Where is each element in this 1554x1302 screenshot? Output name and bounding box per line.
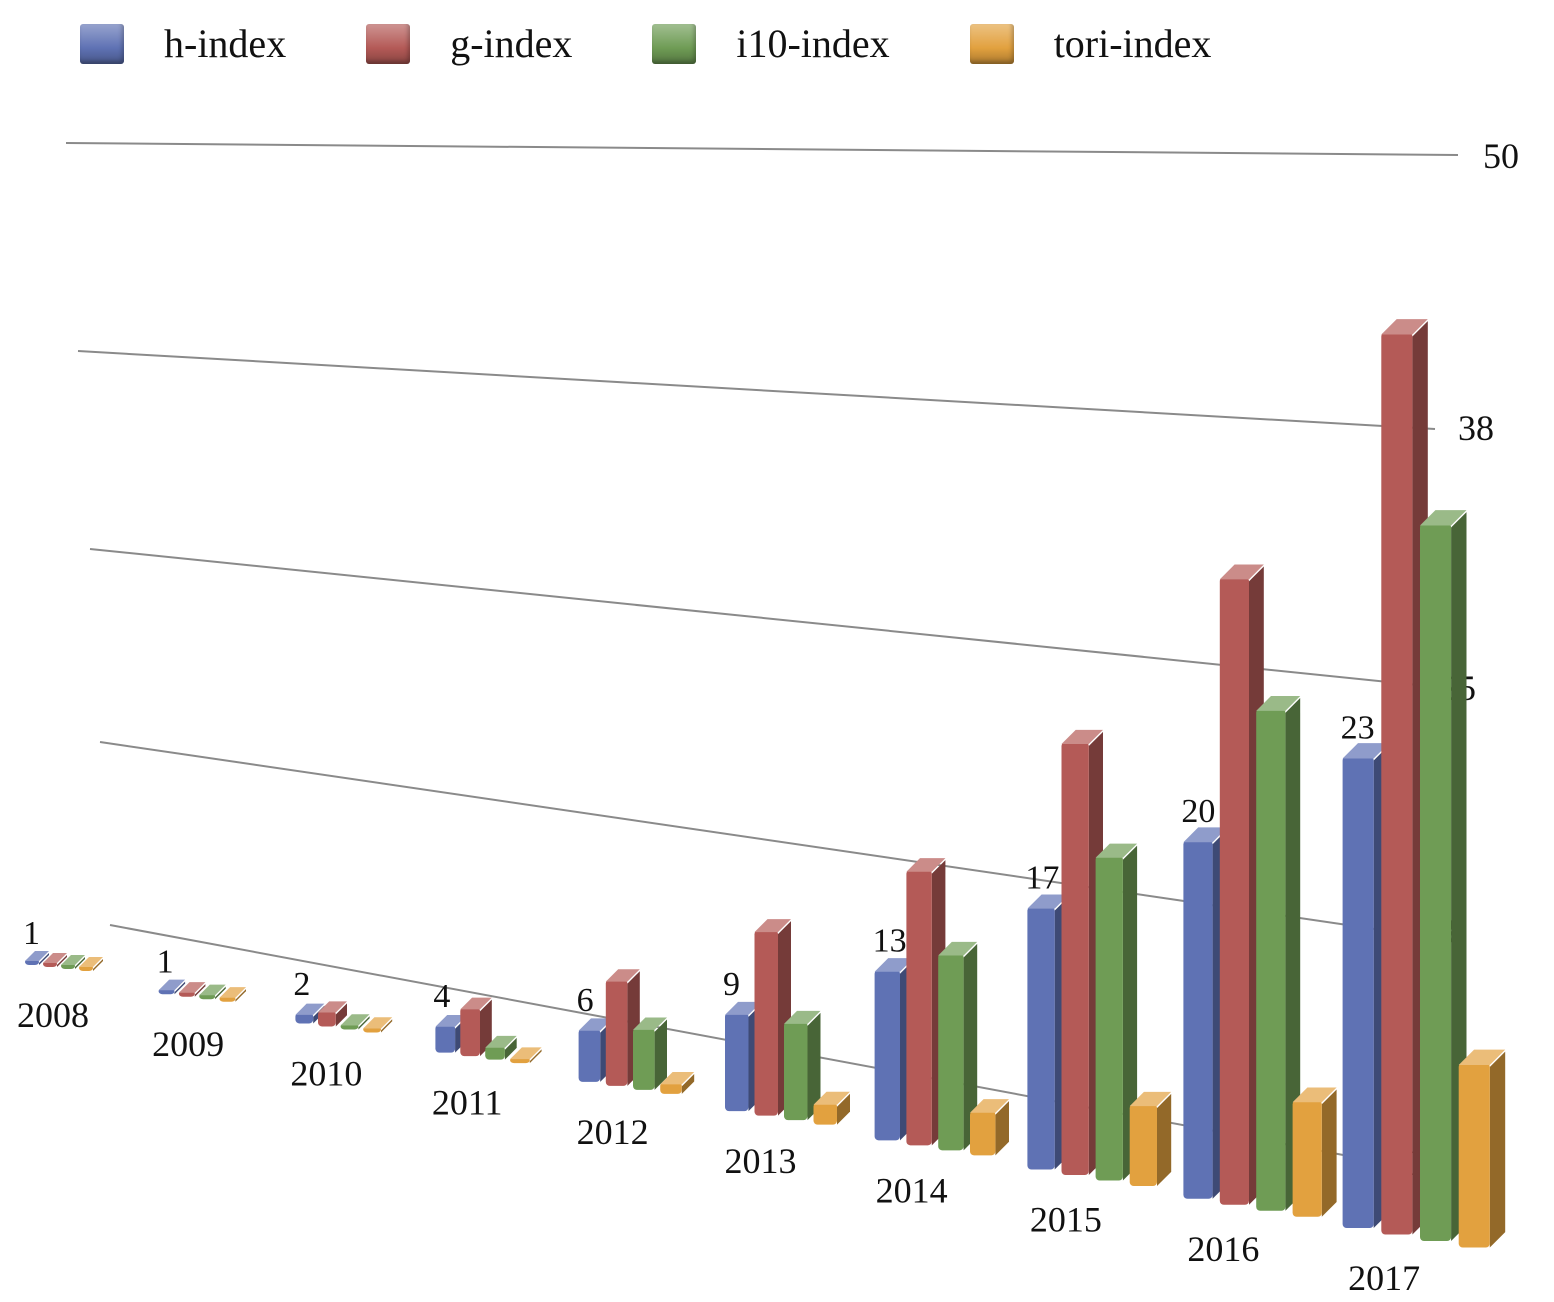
gridline	[99, 741, 1396, 933]
data-label-h-index: 9	[723, 966, 740, 1003]
data-label-h-index: 1	[157, 943, 174, 980]
x-tick-label: 2014	[876, 1170, 948, 1210]
bar-i10-index-2015	[1095, 843, 1138, 1181]
x-tick-label: 2008	[17, 995, 89, 1035]
bar-tori-index-2015	[1129, 1091, 1172, 1187]
data-label-h-index: 23	[1341, 710, 1375, 747]
legend-item-tori-index: tori-index	[969, 20, 1212, 67]
x-tick-label: 2013	[725, 1141, 797, 1181]
data-label-h-index: 4	[433, 978, 450, 1015]
bar-tori-index-2008	[79, 957, 103, 971]
x-tick-label: 2012	[577, 1112, 649, 1152]
legend-label: i10-index	[736, 21, 890, 66]
gridline	[89, 548, 1419, 686]
data-label-h-index: 13	[873, 923, 907, 960]
data-label-h-index: 1	[23, 915, 40, 952]
bars	[25, 319, 1506, 1248]
bar-tori-index-2011	[510, 1047, 542, 1064]
bar-i10-index-2011	[485, 1035, 517, 1060]
x-tick-label: 2015	[1030, 1200, 1102, 1240]
bar-i10-index-2014	[938, 941, 978, 1151]
bar-i10-index-2013	[784, 1010, 821, 1121]
legend-swatch	[969, 23, 1014, 64]
bar-i10-index-2008	[61, 955, 85, 969]
bar-g-index-2008	[43, 953, 67, 967]
x-tick-label: 2016	[1187, 1229, 1259, 1269]
bar-i10-index-2010	[340, 1014, 370, 1030]
bar-i10-index-2012	[633, 1017, 667, 1090]
legend-swatch	[80, 23, 124, 64]
bar-h-index-2008	[25, 951, 49, 965]
legend-label: tori-index	[1053, 21, 1212, 66]
bar-i10-index-2016	[1256, 696, 1301, 1211]
chart-legend: h-index g-index i10-index tori-index	[80, 20, 1291, 67]
legend-swatch	[366, 23, 411, 64]
y-tick-label: 38	[1458, 408, 1494, 448]
data-label-h-index: 17	[1025, 860, 1059, 897]
bar-h-index-2009	[158, 979, 186, 995]
legend-label: h-index	[164, 21, 287, 66]
bar-tori-index-2010	[363, 1017, 393, 1033]
bar-tori-index-2012	[660, 1071, 695, 1094]
x-tick-label: 2017	[1348, 1258, 1420, 1298]
legend-label: g-index	[450, 21, 573, 66]
bar-g-index-2009	[178, 982, 206, 997]
data-label-h-index: 20	[1181, 793, 1215, 830]
data-label-h-index: 6	[577, 982, 594, 1019]
legend-item-h-index: h-index	[80, 20, 286, 67]
bar-i10-index-2009	[199, 984, 226, 1000]
x-tick-label: 2010	[290, 1053, 362, 1093]
bar-tori-index-2016	[1292, 1087, 1337, 1217]
bar-i10-index-2017	[1420, 510, 1467, 1241]
x-axis-tick-labels: 2008 2009 2010 2011 2012 2013 2014 2015 2016 2017	[17, 995, 1420, 1298]
bar-tori-index-2009	[219, 987, 246, 1002]
bar-g-index-2010	[318, 1001, 347, 1027]
x-tick-label: 2011	[432, 1083, 503, 1123]
legend-item-g-index: g-index	[366, 20, 572, 67]
x-tick-label: 2009	[152, 1024, 224, 1064]
bar-tori-index-2013	[813, 1091, 850, 1125]
data-label-h-index: 2	[293, 966, 310, 1003]
bar-g-index-2011	[460, 997, 492, 1057]
legend-swatch	[652, 23, 697, 64]
bar-tori-index-2017	[1458, 1049, 1506, 1248]
legend-item-i10-index: i10-index	[652, 20, 890, 67]
bar-tori-index-2014	[970, 1099, 1009, 1156]
data-labels: 1 1 2 4 6 9 13 17 20 23	[23, 710, 1375, 1019]
gridline	[77, 350, 1436, 430]
gridline	[65, 142, 1459, 156]
y-tick-label: 50	[1483, 136, 1519, 176]
